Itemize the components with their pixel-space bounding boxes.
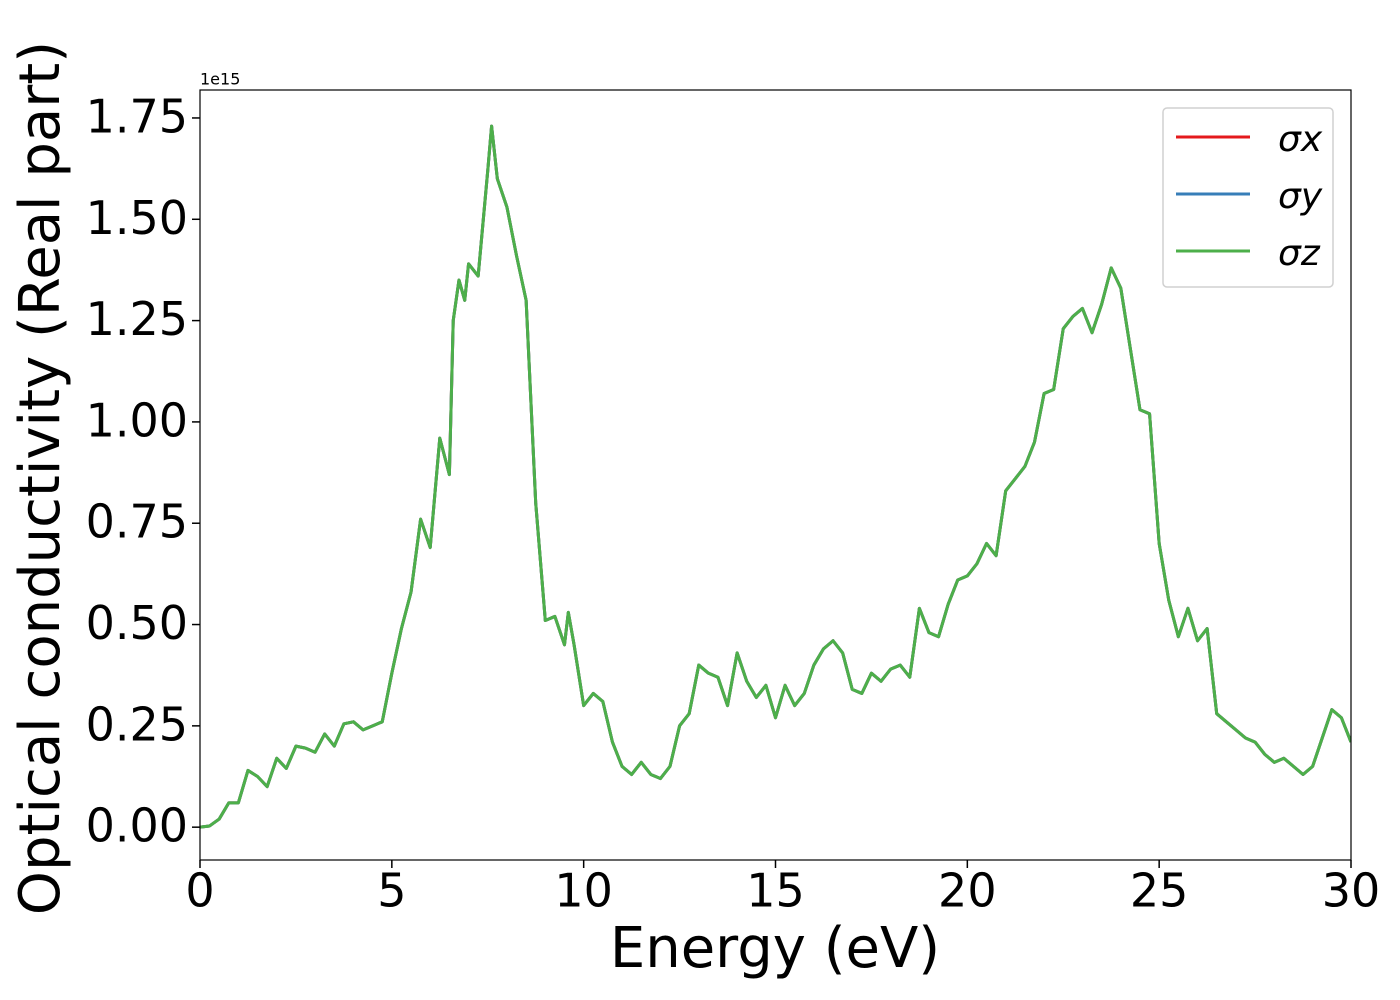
legend-label: σy bbox=[1278, 176, 1323, 217]
legend-box bbox=[1162, 107, 1334, 288]
x-tick-label: 0 bbox=[185, 864, 214, 918]
line bbox=[200, 124, 1351, 829]
x-tick-label: 25 bbox=[1130, 864, 1189, 918]
y-tick-label: 1.25 bbox=[86, 292, 188, 346]
x-tick-label: 15 bbox=[746, 864, 805, 918]
y-tick-label: 0.25 bbox=[86, 697, 188, 751]
y-tick-label: 1.50 bbox=[86, 191, 188, 245]
x-tick-label: 30 bbox=[1322, 864, 1381, 918]
x-axis-label: Energy (eV) bbox=[610, 916, 940, 981]
y-tick-label: 0.75 bbox=[86, 495, 188, 549]
legend-label: σz bbox=[1278, 233, 1321, 274]
x-tick-label: 10 bbox=[554, 864, 613, 918]
x-tick-label: 20 bbox=[938, 864, 997, 918]
y-tick-label: 1.00 bbox=[86, 393, 188, 447]
y-axis-label: Optical conductivity (Real part) bbox=[8, 41, 73, 915]
x-tick-label: 5 bbox=[377, 864, 406, 918]
plot-frame bbox=[199, 89, 1352, 861]
legend-label: σx bbox=[1278, 119, 1323, 160]
y-tick-label: 0.00 bbox=[86, 799, 188, 853]
y-offset-label: 1e15 bbox=[200, 70, 240, 89]
y-tick-label: 0.50 bbox=[86, 596, 188, 650]
y-tick-label: 1.75 bbox=[86, 89, 188, 143]
